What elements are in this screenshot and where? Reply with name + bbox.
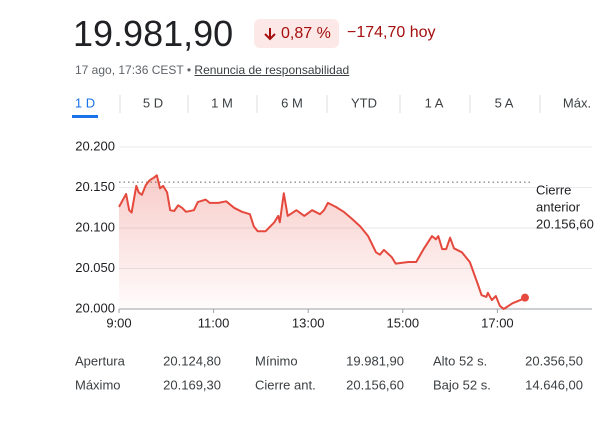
tab[interactable]: Máx. <box>563 95 591 110</box>
stat-value: 20.169,30 <box>163 377 221 392</box>
stat-label: Apertura <box>75 353 126 368</box>
disclaimer-link[interactable]: Renuncia de responsabilidad <box>194 63 350 77</box>
stat-value: 14.646,00 <box>525 377 583 392</box>
timestamp: 17 ago, 17:36 CEST <box>75 63 184 77</box>
down-arrow <box>264 28 276 41</box>
stat-value: 20.356,50 <box>525 353 583 368</box>
y-tick-label: 20.100 <box>75 219 115 234</box>
tab[interactable]: 5 D <box>143 95 163 110</box>
meta: 17 ago, 17:36 CEST • Renuncia de respons… <box>75 63 349 77</box>
stat-label: Mínimo <box>255 353 298 368</box>
tab-underline <box>72 115 98 118</box>
previous-close-value: 20.156,60 <box>536 216 594 231</box>
x-tick-label: 9:00 <box>106 315 131 330</box>
x-tick-label: 17:00 <box>481 315 514 330</box>
x-tick-label: 11:00 <box>198 315 230 330</box>
tab[interactable]: 1 M <box>211 95 233 110</box>
tab[interactable]: 1 D <box>75 95 95 110</box>
change-abs: −174,70 hoy <box>347 24 436 41</box>
stat-value: 20.156,60 <box>346 377 404 392</box>
tab[interactable]: 1 A <box>425 95 444 110</box>
area-fill <box>119 175 525 309</box>
tab[interactable]: 5 A <box>495 95 514 110</box>
stat-label: Bajo 52 s. <box>433 377 491 392</box>
change-pct: 0,87 % <box>281 25 331 42</box>
y-tick-label: 20.150 <box>75 179 115 194</box>
x-tick-label: 13:00 <box>292 315 325 330</box>
last-point <box>520 293 529 302</box>
y-tick-label: 20.000 <box>75 300 115 315</box>
stat-label: Cierre ant. <box>255 377 316 392</box>
tab[interactable]: 6 M <box>281 95 303 110</box>
change-badge: 0,87 % <box>254 19 339 48</box>
stat-value: 20.124,80 <box>163 353 221 368</box>
tab[interactable]: YTD <box>351 95 377 110</box>
price: 19.981,90 <box>73 13 234 54</box>
previous-close-text: Cierre <box>536 182 571 197</box>
x-tick-label: 15:00 <box>387 315 420 330</box>
previous-close-text: anterior <box>536 199 581 214</box>
y-tick-label: 20.050 <box>75 260 115 275</box>
stat-label: Máximo <box>75 377 121 392</box>
stat-label: Alto 52 s. <box>433 353 487 368</box>
separator: • <box>186 63 192 77</box>
y-tick-label: 20.200 <box>75 138 115 153</box>
price-line <box>118 174 526 310</box>
stat-value: 19.981,90 <box>346 353 404 368</box>
